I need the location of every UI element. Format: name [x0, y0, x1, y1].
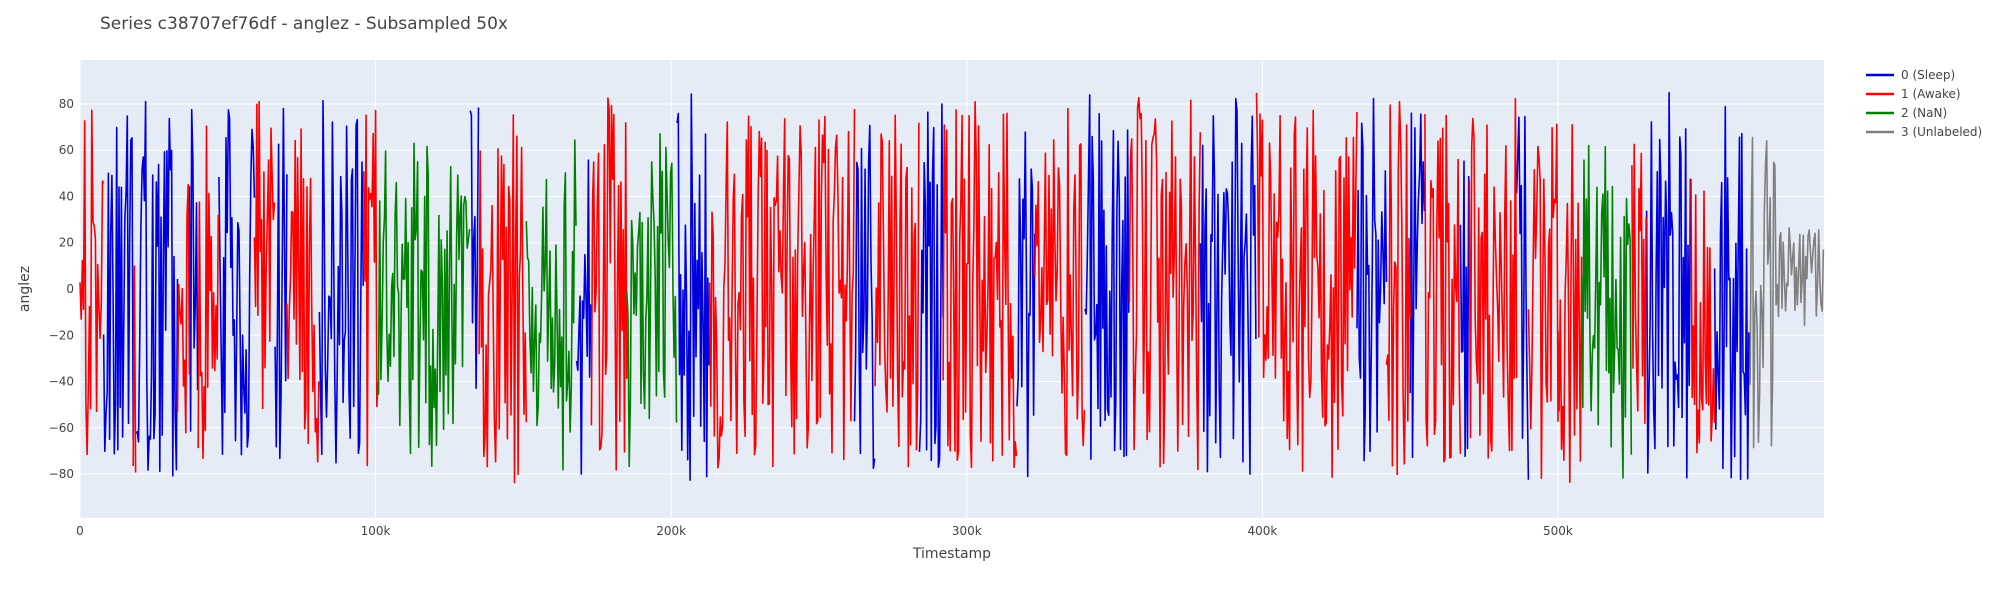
y-tick-label: 60: [59, 143, 74, 157]
y-tick-label: −80: [49, 467, 74, 481]
series-line-1: [1690, 178, 1716, 454]
series-line-1: [1424, 114, 1462, 463]
y-tick-label: −20: [49, 328, 74, 342]
series-line-1: [176, 183, 191, 434]
series-line-2: [377, 142, 471, 467]
series-line-0: [1016, 131, 1036, 478]
series-line-1: [1468, 97, 1518, 459]
legend-item[interactable]: 3 (Unlabeled): [1866, 125, 1982, 139]
series-line-1: [708, 115, 766, 469]
series-line-1: [79, 109, 105, 456]
legend-item[interactable]: 2 (NaN): [1866, 106, 1947, 120]
legend[interactable]: 0 (Sleep) 1 (Awake) 2 (NaN) 3 (Unlabeled): [1866, 68, 1982, 139]
series-line-2: [1580, 144, 1633, 479]
x-tick-label: 400k: [1247, 524, 1277, 538]
y-axis-title: anglez: [17, 266, 33, 312]
series-line-0: [676, 93, 710, 481]
legend-label: 2 (NaN): [1901, 106, 1947, 120]
x-tick-label: 200k: [656, 524, 686, 538]
series-line-1: [1557, 124, 1583, 483]
series-line-1: [1034, 107, 1086, 457]
y-tick-label: 20: [59, 236, 74, 250]
series-line-1: [1385, 100, 1411, 476]
series-line-1: [765, 108, 856, 468]
series-line-1: [590, 97, 628, 471]
series-line-1: [874, 114, 920, 468]
y-tick-label: −60: [49, 421, 74, 435]
y-tick-label: 80: [59, 97, 74, 111]
y-axis-ticks: −80 −60 −40 −20 0 20 40 60 80: [49, 97, 74, 481]
series-line-0: [1409, 112, 1426, 458]
series-line-1: [286, 128, 320, 463]
series-line-0: [918, 103, 944, 468]
x-tick-label: 100k: [361, 524, 391, 538]
series-line-1: [1527, 123, 1559, 480]
series-line-0: [274, 107, 288, 460]
y-tick-label: 40: [59, 189, 74, 203]
series-lines: [79, 91, 1825, 484]
series-line-1: [132, 265, 137, 473]
series-line-0: [1713, 105, 1751, 480]
series-line-1: [942, 100, 1018, 469]
series-line-0: [188, 108, 199, 432]
series-line-0: [1645, 91, 1692, 479]
x-tick-label: 300k: [952, 524, 982, 538]
x-tick-label: 0: [76, 524, 84, 538]
y-tick-label: −40: [49, 375, 74, 389]
y-tick-label: 0: [66, 282, 74, 296]
x-axis-title: Timestamp: [912, 546, 991, 562]
series-line-3: [1749, 136, 1825, 449]
x-axis-ticks: 0 100k 200k 300k 400k 500k: [76, 524, 1573, 538]
series-line-1: [253, 100, 276, 410]
series-line-2: [525, 139, 577, 471]
series-line-0: [469, 107, 480, 390]
series-line-1: [363, 109, 379, 467]
legend-label: 3 (Unlabeled): [1901, 125, 1982, 139]
legend-label: 1 (Awake): [1901, 87, 1961, 101]
series-line-0: [135, 100, 179, 477]
series-line-1: [478, 114, 528, 484]
series-line-1: [1128, 97, 1202, 471]
series-line-0: [1084, 94, 1130, 460]
legend-item[interactable]: 1 (Awake): [1866, 87, 1961, 101]
series-line-0: [853, 124, 876, 470]
series-line-0: [102, 115, 134, 455]
x-tick-label: 500k: [1543, 524, 1573, 538]
legend-label: 0 (Sleep): [1901, 68, 1955, 82]
series-line-0: [1356, 97, 1388, 462]
legend-item[interactable]: 0 (Sleep): [1866, 68, 1955, 82]
series-line-1: [197, 125, 220, 460]
series-line-1: [1631, 143, 1647, 425]
series-line-0: [318, 99, 364, 464]
series-line-0: [575, 159, 592, 475]
series-line-1: [1255, 92, 1358, 478]
series-line-0: [218, 109, 256, 456]
series-line-0: [1199, 97, 1257, 475]
chart-title: Series c38707ef76df - anglez - Subsample…: [100, 14, 508, 34]
series-line-0: [1515, 115, 1530, 480]
series-line-0: [1459, 160, 1470, 458]
series-line-2: [626, 133, 678, 468]
